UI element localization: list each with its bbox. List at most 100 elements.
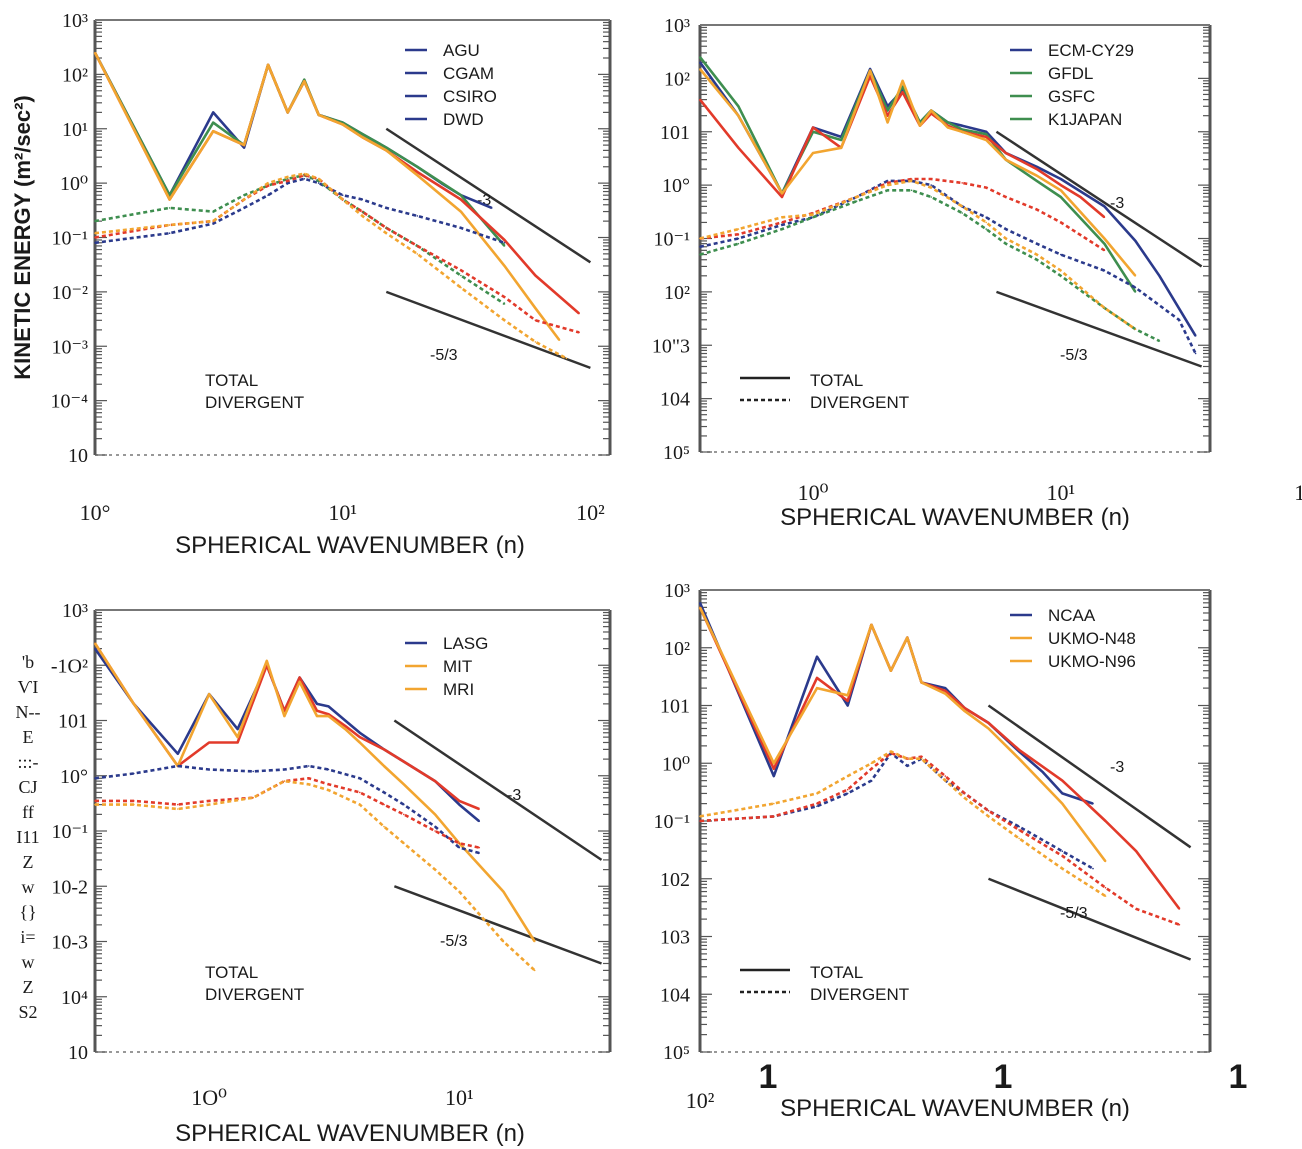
chart-panel-bottom-right: 10³ 10² 101 10⁰ 10⁻¹ 102 103 104 10⁵ 10² SPHERICAL… [653,580,1247,1122]
data-point [1018,829,1020,831]
reference-slope-line [996,290,1203,368]
data-point [503,245,506,247]
legend-divergent-label: DIVERGENT [205,985,304,1004]
y-tick-label: 10⁵ [663,1042,690,1064]
data-point [870,779,873,782]
y-tick-label: 10³ [664,580,690,602]
data-point [383,825,385,828]
side-glyph: w [22,952,35,972]
data-point [781,221,783,224]
data-point [286,111,289,114]
data-point [886,189,889,192]
data-point [699,237,701,240]
y-tick-marks [700,592,1210,1053]
data-point [458,842,461,845]
data-point [359,732,361,734]
legend-divergent-label: DIVERGENT [810,393,909,412]
data-point [534,274,537,277]
data-point [243,146,245,149]
data-point [359,736,361,738]
y-tick-label: 101 [58,711,88,733]
data-point [503,303,506,305]
data-point [403,813,405,816]
data-point [359,791,361,794]
bottom-mark: 1 [1229,1058,1248,1096]
side-glyph: E [23,727,34,747]
side-glyph: :::- [18,752,39,772]
y-tick-label: 101 [660,122,690,144]
y-tick-label: 104 [660,389,690,411]
data-point [1018,757,1020,760]
data-point [1060,178,1062,180]
data-point [1194,335,1197,337]
data-point [920,681,923,684]
data-point [177,808,179,810]
data-point [1060,275,1062,277]
data-point [94,642,96,645]
total-series-line [93,52,561,341]
data-point [773,775,775,777]
data-point [208,768,210,771]
data-point [773,802,775,805]
data-point [846,792,849,795]
total-series-line [93,642,536,943]
data-point [403,760,405,763]
y-tick-label: 10² [664,282,690,304]
data-point [416,166,419,168]
data-point [699,98,701,101]
data-point [1134,291,1137,293]
data-point [283,715,286,717]
data-point [286,180,289,182]
data-point [1092,802,1094,805]
data-point [985,228,987,230]
data-point [236,728,239,730]
data-point [385,207,388,209]
data-point [781,224,783,226]
data-point [816,687,818,689]
divergent-series-line [699,179,1137,331]
y-tick-label: 10 [68,445,88,467]
side-glyph: CJ [18,777,37,797]
data-point [177,803,179,806]
data-point [737,242,740,245]
legend-label: GFDL [1048,64,1093,83]
data-point [961,131,963,133]
data-point [94,800,96,802]
data-point [870,624,873,626]
data-point [416,174,419,176]
data-point [737,105,740,108]
data-point [947,121,949,124]
data-point [458,846,461,849]
data-point [383,748,385,751]
data-point [361,198,364,201]
divergent-series-line [95,779,536,972]
data-point [385,227,388,229]
data-point [534,341,537,343]
data-point [699,606,701,609]
divergent-series-line [94,173,506,305]
slope-label: -5/3 [430,347,458,364]
data-point [208,803,210,806]
data-point [558,339,561,341]
data-point [1061,850,1064,852]
data-point [1135,908,1137,910]
data-point [1061,779,1064,782]
y-tick-label: 10² [664,68,690,90]
data-point [985,216,987,219]
data-point [478,808,481,810]
data-point [252,770,254,773]
y-tick-label: 10⁻¹ [653,229,690,251]
data-point [886,114,889,117]
data-point [283,768,286,771]
data-point [460,198,462,201]
data-point [359,803,361,806]
data-point [944,687,947,689]
data-point [910,178,913,180]
data-point [252,796,254,799]
data-point [212,130,214,132]
data-point [961,128,963,131]
y-tick-label: 10⁵ [663,442,690,464]
x-axis-title: SPHERICAL WAVENUMBER (n) [780,504,1130,531]
data-point [286,182,289,184]
data-point [963,797,966,799]
